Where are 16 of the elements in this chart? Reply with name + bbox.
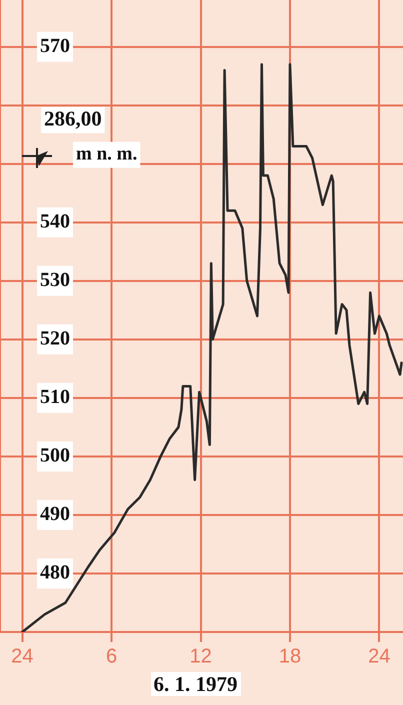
x-tick-label: 24 [11, 646, 34, 668]
annotation: 286,00 [44, 106, 102, 130]
y-tick-label: 510 [40, 386, 70, 408]
x-tick-label: 6 [106, 646, 118, 668]
text: 6. 1. 1979 [150, 672, 240, 696]
x-tick-label: 24 [368, 646, 390, 668]
x-tick-label: 18 [278, 646, 302, 668]
y-tick-label: 500 [40, 444, 70, 467]
y-tick-label: 480 [40, 562, 70, 584]
x-tick-label: 12 [190, 646, 212, 668]
annotation: m n. m. [76, 144, 138, 165]
y-tick-label: 540 [40, 210, 70, 233]
y-tick-label: 520 [40, 328, 70, 350]
y-tick-label: 570 [40, 34, 70, 57]
y-tick-label: 530 [40, 269, 70, 292]
y-tick-label: 490 [40, 503, 70, 526]
